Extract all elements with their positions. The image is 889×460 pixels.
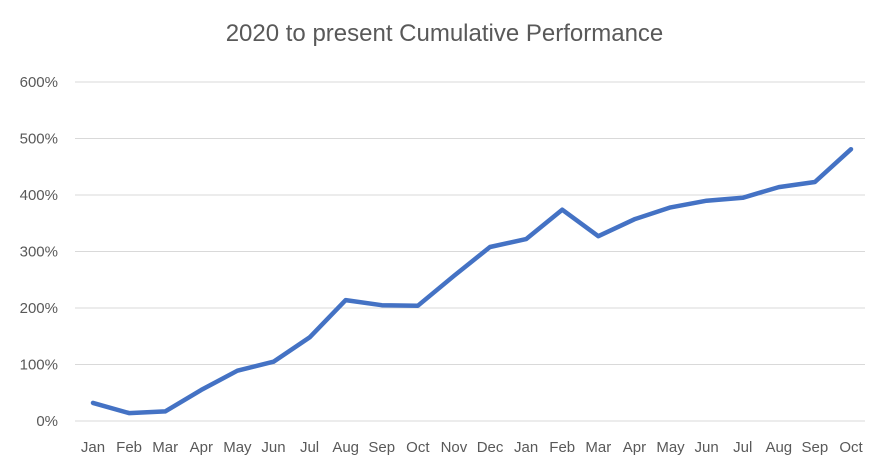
- x-tick-label: Jan: [81, 439, 105, 456]
- y-tick-label: 500%: [20, 131, 58, 148]
- x-tick-label: May: [223, 439, 252, 456]
- chart-title: 2020 to present Cumulative Performance: [225, 20, 664, 47]
- x-tick-label: Aug: [332, 439, 359, 456]
- x-tick-label: Dec: [477, 439, 504, 456]
- gridlines: [75, 81, 865, 422]
- x-tick-label: Mar: [152, 439, 178, 456]
- x-tick-label: Jan: [514, 439, 538, 456]
- x-tick-label: Feb: [116, 439, 142, 456]
- y-axis-tick-labels: 0% 100% 200% 300% 400% 500% 600%: [20, 74, 58, 430]
- x-axis-tick-labels: Jan Feb Mar Apr May Jun Jul Aug Sep Oct Nov Dec Jan F…: [81, 439, 864, 456]
- y-tick-label: 400%: [20, 187, 58, 204]
- series-lines: [90, 146, 854, 416]
- x-tick-label: Sep: [802, 439, 829, 456]
- x-tick-label: Nov: [441, 439, 468, 456]
- y-tick-label: 200%: [20, 300, 58, 317]
- x-tick-label: Aug: [765, 439, 792, 456]
- x-tick-label: Oct: [839, 439, 863, 456]
- x-tick-label: Jul: [733, 439, 752, 456]
- x-tick-label: Sep: [368, 439, 395, 456]
- x-tick-label: Apr: [623, 439, 646, 456]
- x-tick-label: May: [656, 439, 685, 456]
- x-tick-label: Feb: [549, 439, 575, 456]
- y-tick-label: 0%: [36, 413, 58, 430]
- y-tick-label: 600%: [20, 74, 58, 91]
- x-tick-label: Jun: [261, 439, 285, 456]
- y-tick-label: 100%: [20, 357, 58, 374]
- x-tick-label: Jun: [695, 439, 719, 456]
- x-tick-label: Mar: [585, 439, 611, 456]
- y-tick-label: 300%: [20, 244, 58, 261]
- x-tick-label: Apr: [190, 439, 213, 456]
- series-line: [90, 146, 854, 416]
- x-tick-label: Oct: [406, 439, 430, 456]
- x-tick-label: Jul: [300, 439, 319, 456]
